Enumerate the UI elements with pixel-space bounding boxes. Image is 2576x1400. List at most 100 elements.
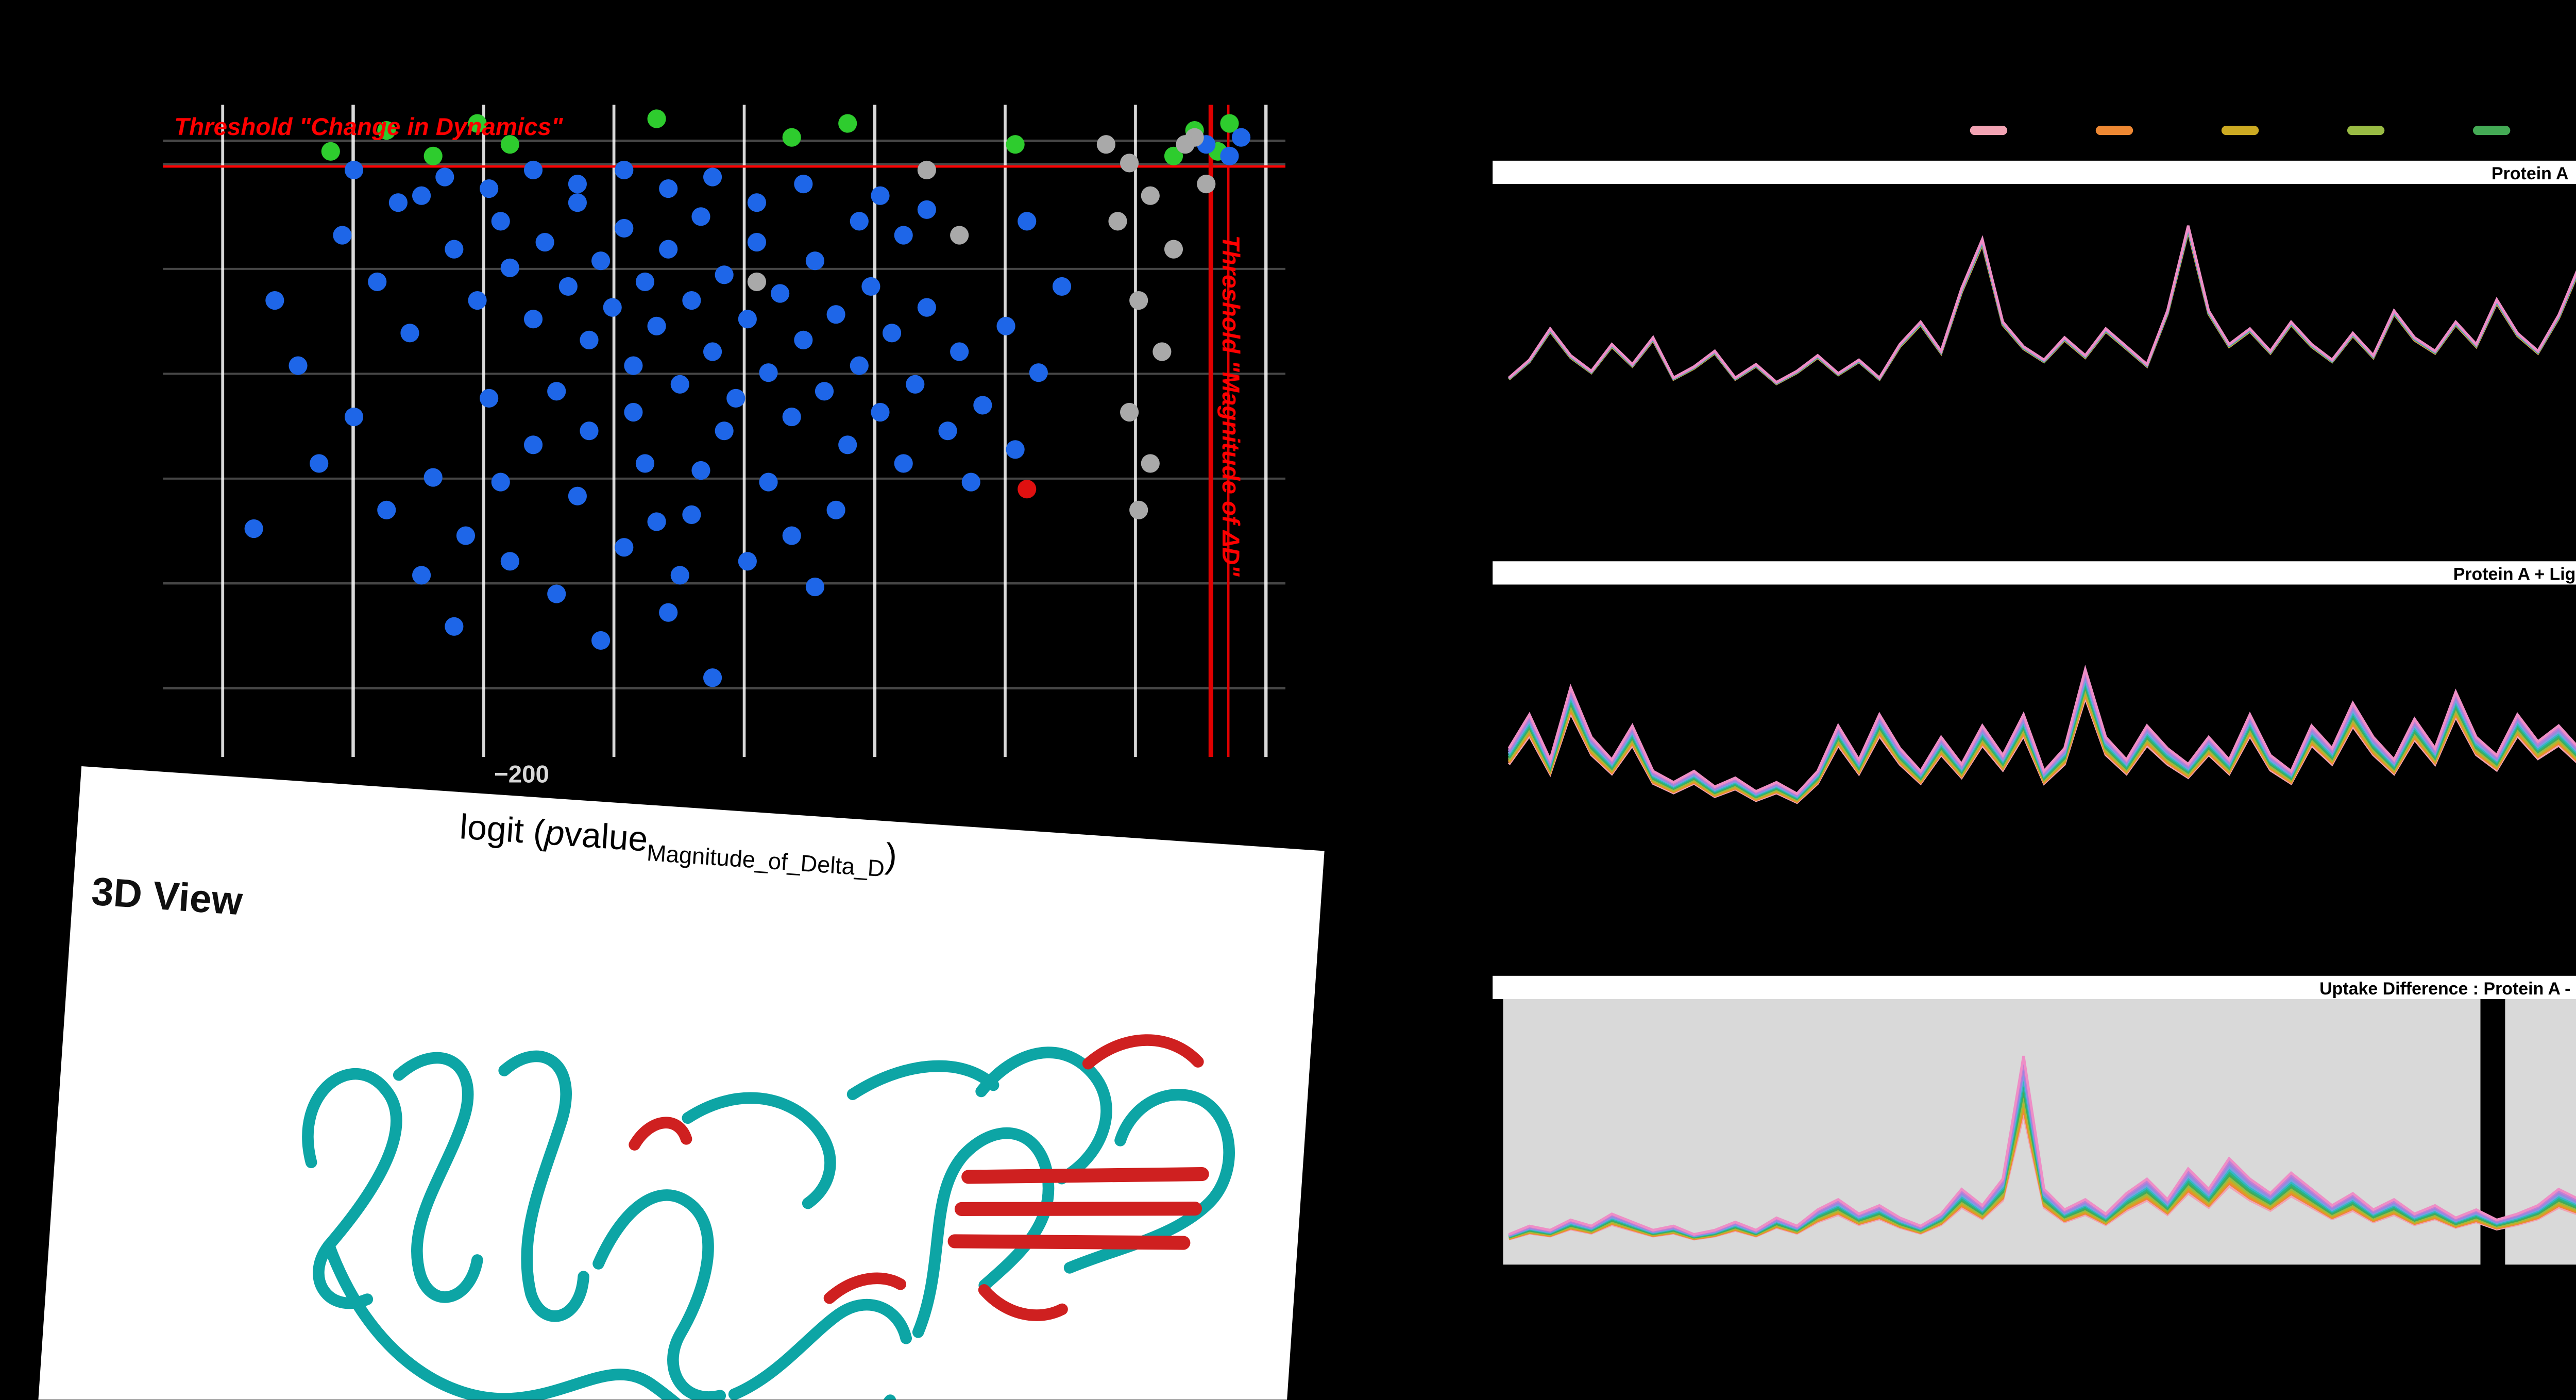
scatter-point[interactable] (816, 382, 835, 401)
scatter-point[interactable] (782, 526, 801, 545)
scatter-point[interactable] (266, 291, 285, 310)
scatter-point[interactable] (692, 206, 711, 225)
scatter-point[interactable] (456, 526, 476, 545)
scatter-point[interactable] (647, 108, 667, 127)
scatter-point[interactable] (1163, 239, 1183, 258)
scatter-point[interactable] (501, 134, 520, 154)
legend-item[interactable] (2095, 126, 2133, 136)
scatter-point[interactable] (423, 147, 442, 166)
scatter-point[interactable] (1006, 441, 1026, 460)
scatter-point[interactable] (569, 193, 588, 212)
volcano-plot[interactable]: Threshold "Change in Dynamics" Threshold… (163, 105, 1285, 789)
scatter-point[interactable] (614, 219, 633, 238)
scatter-point[interactable] (546, 382, 565, 401)
scatter-point[interactable] (557, 278, 577, 297)
scatter-point[interactable] (288, 356, 307, 375)
scatter-point[interactable] (445, 617, 464, 636)
scatter-point[interactable] (961, 474, 980, 493)
scatter-point[interactable] (636, 271, 655, 291)
scatter-point[interactable] (344, 408, 363, 427)
scatter-point[interactable] (311, 454, 330, 473)
scatter-point[interactable] (580, 421, 599, 441)
scatter-point[interactable] (759, 474, 778, 493)
scatter-point[interactable] (333, 226, 352, 245)
scatter-point[interactable] (1096, 134, 1115, 154)
scatter-point[interactable] (894, 454, 913, 473)
scatter-point[interactable] (703, 167, 722, 186)
scatter-point[interactable] (501, 258, 520, 277)
scatter-point[interactable] (748, 232, 768, 251)
scatter-point[interactable] (917, 199, 936, 218)
scatter-point[interactable] (1141, 187, 1160, 206)
scatter-point[interactable] (625, 356, 644, 375)
scatter-point[interactable] (681, 506, 700, 525)
scatter-point[interactable] (951, 343, 970, 362)
scatter-point[interactable] (951, 226, 970, 245)
3d-view-panel[interactable]: 3D View (33, 766, 1325, 1400)
scatter-point[interactable] (1118, 154, 1138, 173)
scatter-point[interactable] (872, 402, 891, 421)
scatter-point[interactable] (378, 499, 397, 519)
scatter-point[interactable] (860, 278, 879, 297)
uptake-difference-chart[interactable] (1493, 999, 2576, 1274)
scatter-point[interactable] (759, 363, 778, 382)
scatter-point[interactable] (546, 584, 565, 603)
legend-item[interactable] (2473, 126, 2511, 136)
scatter-point[interactable] (658, 239, 677, 258)
scatter-point[interactable] (917, 297, 936, 316)
scatter-point[interactable] (1018, 213, 1037, 232)
scatter-point[interactable] (378, 121, 397, 141)
scatter-point[interactable] (849, 356, 869, 375)
scatter-point[interactable] (1052, 278, 1071, 297)
scatter-point[interactable] (658, 604, 677, 623)
scatter-point[interactable] (1018, 480, 1037, 499)
scatter-point[interactable] (793, 174, 812, 193)
scatter-point[interactable] (973, 395, 992, 414)
scatter-point[interactable] (614, 160, 633, 180)
scatter-point[interactable] (793, 330, 812, 349)
threshold-line-magnitude-1[interactable] (1209, 105, 1212, 757)
scatter-point[interactable] (524, 310, 543, 330)
scatter-point[interactable] (1130, 499, 1149, 519)
scatter-point[interactable] (490, 213, 510, 232)
scatter-point[interactable] (827, 499, 846, 519)
scatter-point[interactable] (445, 239, 464, 258)
legend-item[interactable] (1970, 126, 2008, 136)
scatter-point[interactable] (468, 291, 487, 310)
scatter-point[interactable] (737, 310, 756, 330)
scatter-point[interactable] (715, 265, 734, 284)
scatter-point[interactable] (905, 376, 925, 395)
scatter-point[interactable] (479, 180, 498, 199)
scatter-point[interactable] (804, 251, 823, 271)
threshold-line-dynamics[interactable] (163, 165, 1285, 169)
scatter-point[interactable] (400, 324, 419, 343)
scatter-point[interactable] (591, 630, 611, 649)
scatter-point[interactable] (647, 513, 667, 532)
scatter-point[interactable] (434, 167, 453, 186)
uptake-chart-protein-a-ligand[interactable] (1493, 584, 2576, 948)
scatter-point[interactable] (569, 486, 588, 505)
scatter-point[interactable] (692, 461, 711, 480)
scatter-point[interactable] (569, 174, 588, 193)
scatter-point[interactable] (748, 193, 768, 212)
scatter-point[interactable] (524, 160, 543, 180)
scatter-point[interactable] (344, 160, 363, 180)
scatter-point[interactable] (715, 421, 734, 441)
scatter-point[interactable] (726, 389, 745, 408)
scatter-point[interactable] (1197, 174, 1216, 193)
scatter-point[interactable] (939, 421, 958, 441)
scatter-point[interactable] (1231, 128, 1250, 147)
scatter-point[interactable] (1130, 291, 1149, 310)
scatter-point[interactable] (703, 343, 722, 362)
scatter-point[interactable] (771, 284, 790, 303)
scatter-point[interactable] (849, 213, 869, 232)
scatter-point[interactable] (804, 578, 823, 597)
scatter-point[interactable] (524, 434, 543, 453)
scatter-point[interactable] (748, 271, 768, 291)
scatter-point[interactable] (872, 187, 891, 206)
scatter-point[interactable] (614, 538, 633, 558)
scatter-point[interactable] (1006, 134, 1026, 154)
scatter-point[interactable] (883, 324, 902, 343)
scatter-point[interactable] (703, 669, 722, 688)
scatter-point[interactable] (1029, 363, 1048, 382)
